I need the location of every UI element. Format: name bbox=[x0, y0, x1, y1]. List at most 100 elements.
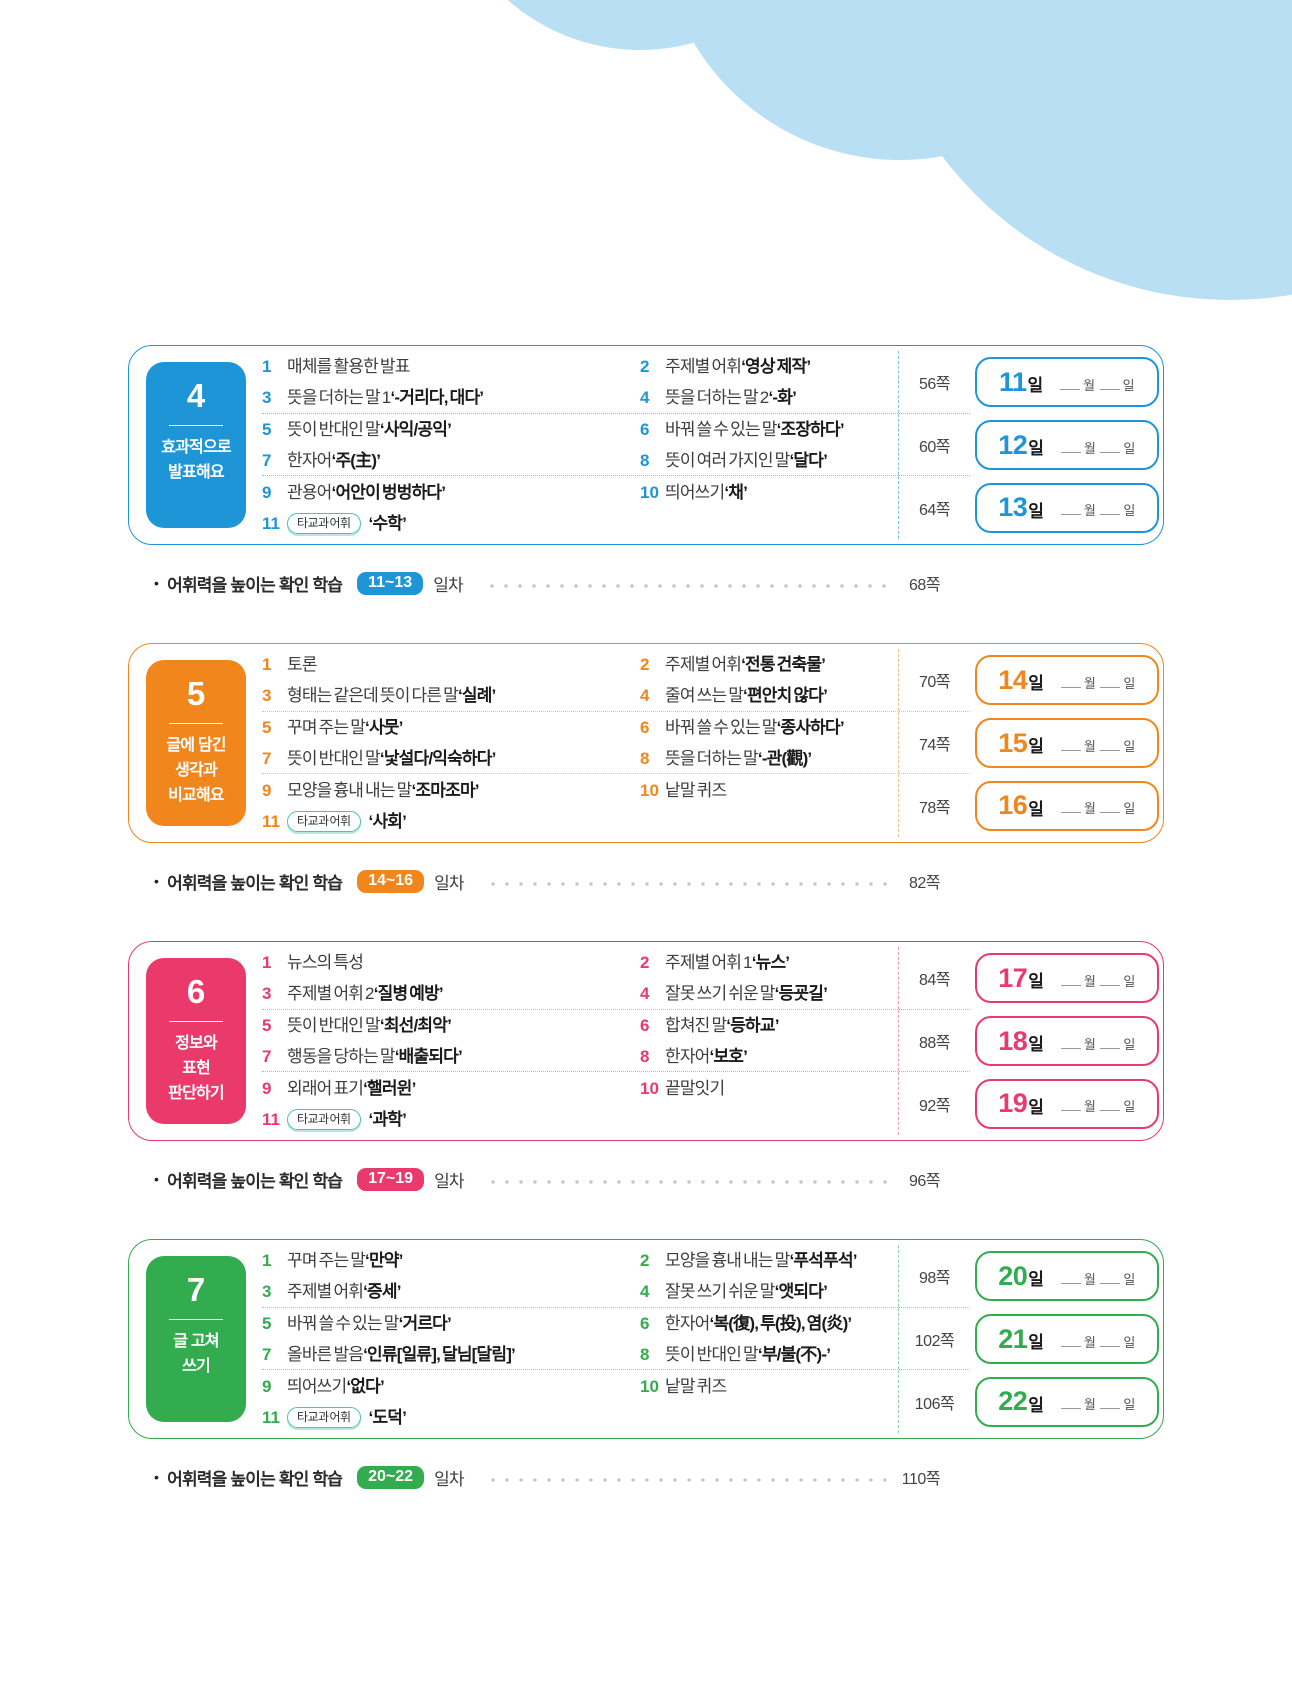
check-label: 어휘력을 높이는 확인 학습 bbox=[167, 1469, 343, 1489]
lesson-keyword: ‘달다’ bbox=[789, 450, 828, 470]
lesson-keyword: ‘사익/공익’ bbox=[379, 419, 452, 439]
lesson-number: 7 bbox=[262, 450, 272, 470]
date-blank-underline bbox=[1100, 500, 1121, 516]
lesson-text: 뜻을 더하는 말 1 bbox=[287, 387, 391, 407]
lesson-column: 5 뜻이 반대인 말 ‘사익/공익’ 7 한자어 ‘주(主)’ bbox=[262, 415, 640, 475]
lesson-item: 5 뜻이 반대인 말 ‘최선/최악’ bbox=[262, 1011, 640, 1040]
lesson-number: 5 bbox=[262, 1313, 272, 1333]
day-slot: 11 일 월 일 bbox=[970, 351, 1163, 414]
lesson-number: 10 bbox=[640, 482, 659, 502]
lesson-text: 바꿔 쓸 수 있는 말 bbox=[665, 717, 777, 737]
page-number: 64쪽 bbox=[898, 476, 970, 540]
page-number: 70쪽 bbox=[898, 649, 970, 711]
lesson-column: 6 바꿔 쓸 수 있는 말 ‘조장하다’ 8 뜻이 여러 가지인 말 ‘달다’ bbox=[640, 415, 898, 475]
date-label: 일 bbox=[1123, 1099, 1135, 1115]
date-label: 일 bbox=[1123, 973, 1135, 989]
month-blank-underline bbox=[1060, 1394, 1081, 1410]
cross-subject-badge: 타교과 어휘 bbox=[287, 512, 361, 534]
lesson-column: 10 낱말 퀴즈 bbox=[640, 1372, 898, 1432]
check-page-number: 96쪽 bbox=[908, 1173, 941, 1190]
lesson-number: 9 bbox=[262, 1376, 272, 1396]
check-label: 어휘력을 높이는 확인 학습 bbox=[167, 873, 343, 893]
toc-row: 5 꾸며 주는 말 ‘사뭇’ 7 뜻이 반대인 말 ‘낯설다/익숙하다’ 6 바꿔 쓸 수… bbox=[262, 711, 1163, 775]
lesson-text: 뜻을 더하는 말 bbox=[665, 748, 759, 768]
lesson-keyword: ‘인류[일류], 달님[달림]’ bbox=[363, 1344, 516, 1364]
lesson-cells: 1 토론 3 형태는 같은데 뜻이 다른 말 ‘실례’ 2 주제별 어휘 ‘전통 건축물’… bbox=[262, 649, 898, 711]
lesson-keyword: ‘조장하다’ bbox=[776, 419, 845, 439]
lesson-keyword: ‘사회’ bbox=[368, 811, 407, 831]
page-number: 102쪽 bbox=[898, 1307, 970, 1370]
lesson-item: 9 모양을 흉내 내는 말 ‘조마조마’ bbox=[262, 776, 640, 805]
bullet-icon: • bbox=[154, 1469, 159, 1485]
date-label: 일 bbox=[1123, 738, 1135, 754]
lesson-cells: 1 꾸며 주는 말 ‘만약’ 3 주제별 어휘 ‘증세’ 2 모양을 흉내 내는 말 ‘푸… bbox=[262, 1245, 898, 1307]
lesson-keyword: ‘거르다’ bbox=[398, 1313, 452, 1333]
day-suffix: 일 bbox=[1027, 376, 1044, 396]
lesson-column: 2 주제별 어휘 1 ‘뉴스’ 4 잘못 쓰기 쉬운 말 ‘등굣길’ bbox=[640, 948, 898, 1008]
lesson-item: 2 주제별 어휘 ‘영상 제작’ bbox=[640, 352, 898, 381]
lesson-text: 관용어 bbox=[287, 482, 332, 502]
lesson-column: 9 관용어 ‘어안이 벙벙하다’ 11 타교과 어휘 ‘수학’ bbox=[262, 478, 640, 538]
lesson-number: 1 bbox=[262, 1250, 272, 1270]
toc-row: 5 바꿔 쓸 수 있는 말 ‘거르다’ 7 올바른 발음 ‘인류[일류], 달님[달림… bbox=[262, 1307, 1163, 1371]
unit-title: 글에 담긴 생각과 비교해요 bbox=[166, 734, 226, 808]
lesson-text: 매체를 활용한 발표 bbox=[287, 356, 410, 376]
lesson-number: 2 bbox=[640, 356, 650, 376]
unit-tab-divider bbox=[169, 723, 223, 725]
lesson-number: 9 bbox=[262, 1078, 272, 1098]
lesson-item: 4 잘못 쓰기 쉬운 말 ‘앳되다’ bbox=[640, 1277, 898, 1306]
day-suffix: 일 bbox=[1028, 1270, 1044, 1290]
lesson-keyword: ‘조마조마’ bbox=[411, 780, 480, 800]
lesson-number: 1 bbox=[262, 654, 272, 674]
lesson-number: 8 bbox=[640, 748, 650, 768]
check-label: 어휘력을 높이는 확인 학습 bbox=[167, 1171, 343, 1191]
lesson-number: 2 bbox=[640, 952, 650, 972]
lesson-number: 3 bbox=[262, 685, 272, 705]
lesson-rows: 1 뉴스의 특성 3 주제별 어휘 2 ‘질병 예방’ 2 주제별 어휘 1 ‘뉴스’ 4 잘… bbox=[262, 942, 1163, 1140]
lesson-number: 5 bbox=[262, 419, 272, 439]
day-number: 15 bbox=[998, 727, 1028, 758]
date-blank-underline bbox=[1100, 798, 1121, 814]
unit-number: 4 bbox=[186, 377, 206, 414]
check-line: • 어휘력을 높이는 확인 학습 14~16 일차 82쪽 bbox=[128, 867, 941, 895]
day-number: 20 bbox=[998, 1260, 1028, 1291]
lesson-number: 1 bbox=[262, 356, 272, 376]
unit-title-line: 글 고쳐 bbox=[173, 1333, 219, 1351]
unit-tab: 6 정보와 표현 판단하기 bbox=[146, 958, 246, 1124]
unit-title-line: 글에 담긴 bbox=[166, 737, 226, 755]
toc-row: 1 토론 3 형태는 같은데 뜻이 다른 말 ‘실례’ 2 주제별 어휘 ‘전통 건축물’… bbox=[262, 649, 1163, 712]
check-range-badge: 17~19 bbox=[357, 1167, 425, 1191]
lesson-column: 2 모양을 흉내 내는 말 ‘푸석푸석’ 4 잘못 쓰기 쉬운 말 ‘앳되다’ bbox=[640, 1246, 898, 1306]
day-slot: 18 일 월 일 bbox=[970, 1010, 1163, 1073]
unit-title-line: 표현 bbox=[182, 1060, 211, 1078]
lesson-text: 바꿔 쓸 수 있는 말 bbox=[287, 1313, 399, 1333]
check-page-number: 68쪽 bbox=[908, 577, 941, 594]
cross-subject-badge: 타교과 어휘 bbox=[287, 1108, 361, 1130]
lesson-text: 바꿔 쓸 수 있는 말 bbox=[665, 419, 777, 439]
day-suffix: 일 bbox=[1028, 799, 1044, 819]
lesson-item: 6 바꿔 쓸 수 있는 말 ‘조장하다’ bbox=[640, 415, 898, 444]
lesson-text: 줄여 쓰는 말 bbox=[665, 685, 744, 705]
page-number: 56쪽 bbox=[898, 351, 970, 413]
lesson-item: 3 형태는 같은데 뜻이 다른 말 ‘실례’ bbox=[262, 681, 640, 710]
lesson-item: 6 바꿔 쓸 수 있는 말 ‘종사하다’ bbox=[640, 713, 898, 742]
month-blank-underline bbox=[1060, 798, 1081, 814]
toc-row-content: 1 뉴스의 특성 3 주제별 어휘 2 ‘질병 예방’ 2 주제별 어휘 1 ‘뉴스’ 4 잘… bbox=[262, 947, 970, 1010]
lesson-cells: 5 뜻이 반대인 말 ‘최선/최악’ 7 행동을 당하는 말 ‘배출되다’ 6 합쳐진 말… bbox=[262, 1010, 898, 1072]
date-label: 일 bbox=[1123, 440, 1135, 456]
lesson-item: 1 뉴스의 특성 bbox=[262, 948, 640, 977]
lesson-text: 뜻이 반대인 말 bbox=[287, 1015, 381, 1035]
lesson-keyword: ‘종사하다’ bbox=[776, 717, 845, 737]
lesson-number: 8 bbox=[640, 450, 650, 470]
lesson-number: 11 bbox=[262, 513, 280, 533]
date-blank-underline bbox=[1100, 1269, 1121, 1284]
page-number: 74쪽 bbox=[898, 711, 970, 774]
toc-row-content: 1 꾸며 주는 말 ‘만약’ 3 주제별 어휘 ‘증세’ 2 모양을 흉내 내는 말 ‘푸… bbox=[262, 1245, 970, 1308]
lesson-text: 주제별 어휘 1 bbox=[665, 952, 753, 972]
bullet-icon: • bbox=[154, 575, 159, 591]
day-box: 17 일 월 일 bbox=[974, 953, 1159, 1004]
lesson-item: 9 관용어 ‘어안이 벙벙하다’ bbox=[262, 478, 640, 507]
date-blank-underline bbox=[1100, 673, 1121, 688]
lesson-keyword: ‘도덕’ bbox=[368, 1407, 407, 1427]
lesson-keyword: ‘전통 건축물’ bbox=[741, 654, 826, 674]
